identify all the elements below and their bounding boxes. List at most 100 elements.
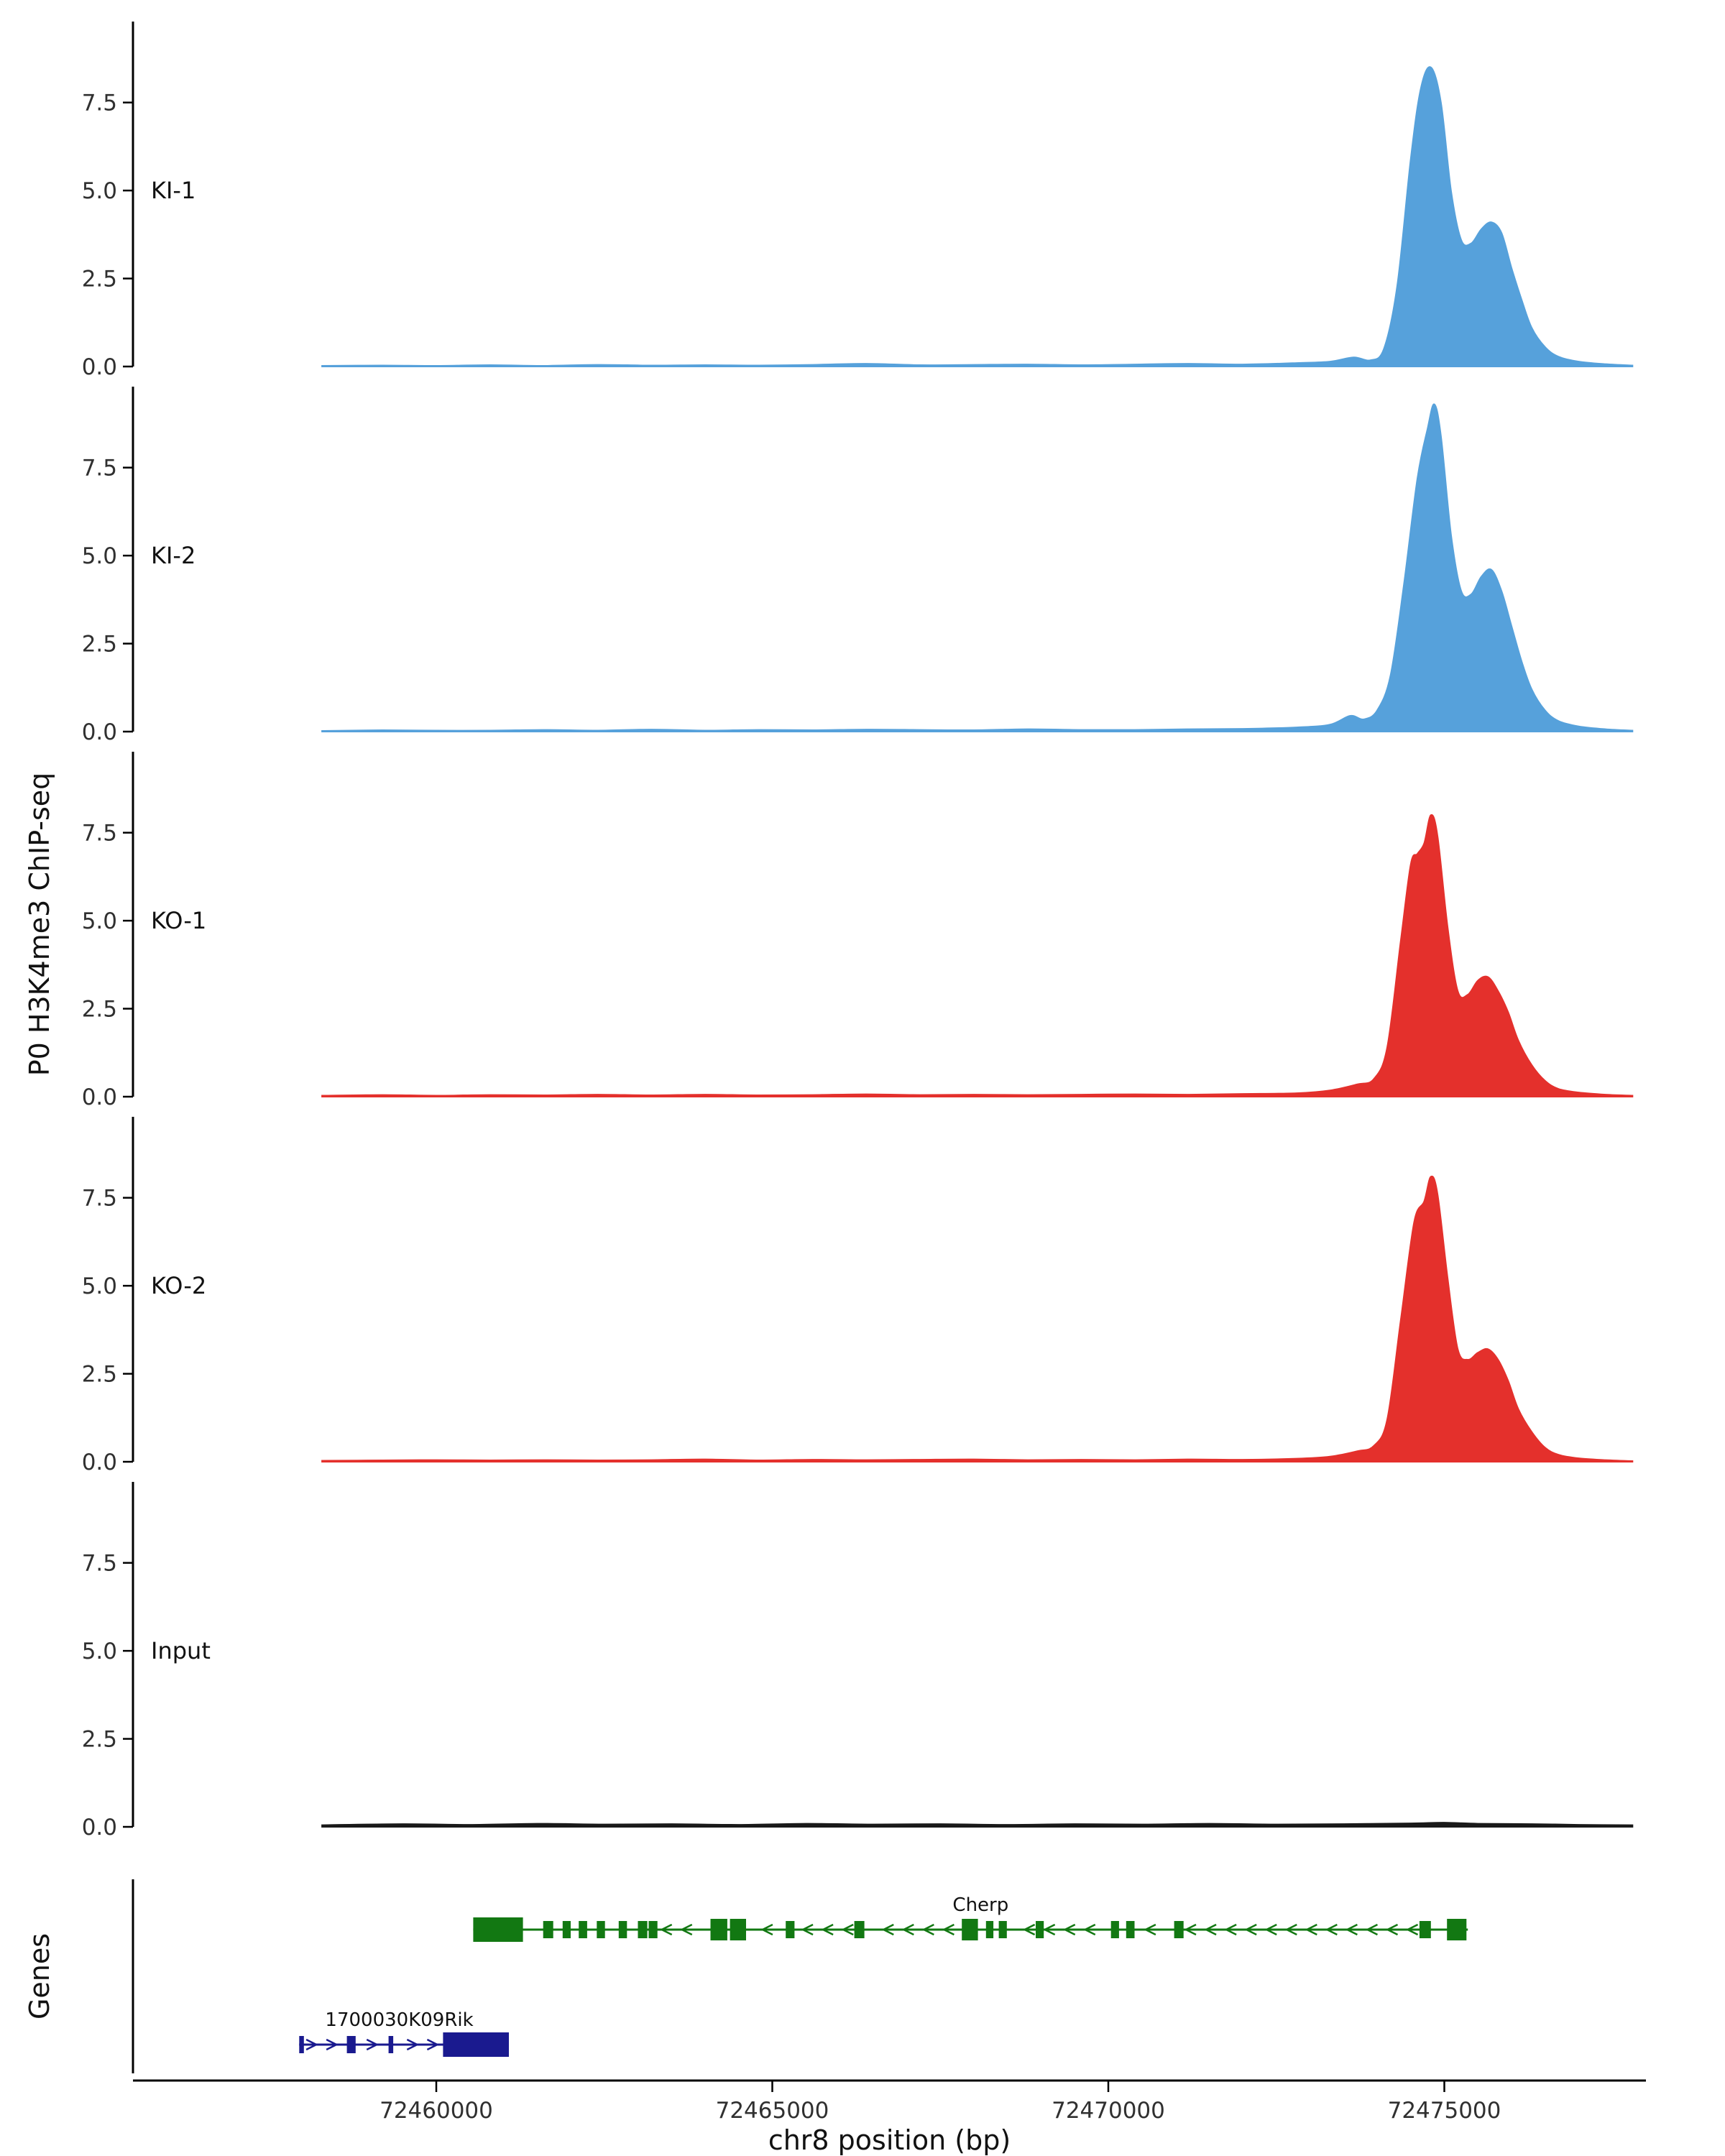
strand-arrow-icon xyxy=(1405,1923,1419,1936)
exon-box xyxy=(1447,1919,1467,1940)
exon-box xyxy=(579,1921,587,1938)
exon-box xyxy=(618,1921,627,1938)
x-tick-label: 72465000 xyxy=(716,2098,829,2124)
y-tick-label: 7.5 xyxy=(82,821,117,847)
track-label-KO-2: KO-2 xyxy=(151,1272,206,1299)
coverage-track-KI-1: 0.0 2.5 5.0 7.5 KI-1 xyxy=(82,22,1634,380)
exon-box xyxy=(299,2036,304,2053)
exon-box xyxy=(786,1921,795,1938)
x-tick-label: 72460000 xyxy=(380,2098,493,2124)
gene-label-Cherp: Cherp xyxy=(952,1894,1008,1916)
strand-arrow-icon xyxy=(942,1923,954,1936)
strand-arrow-icon xyxy=(1022,1923,1036,1936)
exon-box xyxy=(854,1921,865,1938)
exon-box xyxy=(1419,1921,1431,1938)
strand-arrow-icon xyxy=(821,1923,834,1936)
exon-box xyxy=(998,1921,1007,1938)
coverage-track-KI-2: 0.0 2.5 5.0 7.5 KI-2 xyxy=(82,387,1634,745)
exon-box xyxy=(638,1921,648,1938)
exon-box xyxy=(388,2036,394,2053)
y-tick-label: 5.0 xyxy=(82,543,117,569)
y-tick-label: 0.0 xyxy=(82,719,117,745)
strand-arrow-icon xyxy=(1305,1923,1317,1936)
exon-box xyxy=(985,1921,994,1938)
genes-track: Cherp 1700030K09Rik xyxy=(132,1879,1468,2073)
exon-box xyxy=(346,2036,356,2053)
y-axis-title-chipseq: P0 H3K4me3 ChIP-seq xyxy=(24,772,55,1077)
track-label-KI-1: KI-1 xyxy=(151,177,196,204)
gene-label-1700030K09Rik: 1700030K09Rik xyxy=(325,2009,473,2031)
y-tick-label: 2.5 xyxy=(82,1362,117,1388)
x-axis: 72460000 72465000 72470000 72475000 xyxy=(133,2079,1646,2124)
x-tick-label: 72470000 xyxy=(1052,2098,1165,2124)
y-tick-label: 2.5 xyxy=(82,1727,117,1753)
strand-arrow-icon xyxy=(426,2038,440,2051)
strand-arrow-icon xyxy=(406,2038,420,2051)
strand-arrow-icon xyxy=(1144,1923,1156,1936)
strand-arrow-icon xyxy=(760,1923,773,1936)
y-tick-label: 0.0 xyxy=(82,1815,117,1841)
y-tick-label: 5.0 xyxy=(82,1639,117,1664)
exon-box xyxy=(562,1921,571,1938)
y-tick-label: 0.0 xyxy=(82,1450,117,1475)
strand-arrow-icon xyxy=(659,1923,673,1936)
strand-arrow-icon xyxy=(901,1923,914,1936)
coverage-track-Input: 0.0 2.5 5.0 7.5 Input xyxy=(82,1482,1634,1841)
strand-arrow-icon xyxy=(1264,1923,1277,1936)
y-axis-title-genes: Genes xyxy=(24,1932,55,2020)
coverage-area-KI-2 xyxy=(321,403,1634,732)
exon-box xyxy=(1174,1921,1184,1938)
exon-box xyxy=(597,1921,605,1938)
track-label-KO-1: KO-1 xyxy=(151,907,206,934)
y-tick-label: 2.5 xyxy=(82,267,117,292)
strand-arrow-icon xyxy=(366,2038,380,2051)
strand-arrow-icon xyxy=(326,2038,339,2051)
y-tick-label: 0.0 xyxy=(82,1084,117,1110)
exon-box xyxy=(543,1921,553,1938)
exon-box xyxy=(648,1921,658,1938)
coverage-area-KI-1 xyxy=(321,66,1634,367)
y-tick-label: 7.5 xyxy=(82,1186,117,1212)
strand-arrow-icon xyxy=(841,1923,854,1936)
strand-arrow-icon xyxy=(1204,1923,1217,1936)
exon-box xyxy=(1110,1921,1119,1938)
strand-arrow-icon xyxy=(1365,1923,1379,1936)
track-label-KI-2: KI-2 xyxy=(151,542,196,569)
strand-arrow-icon xyxy=(801,1923,814,1936)
exon-box xyxy=(1036,1921,1044,1938)
exon-box xyxy=(962,1919,978,1940)
strand-arrow-icon xyxy=(881,1923,894,1936)
exon-box xyxy=(1126,1921,1135,1938)
gene-model-Cherp: Cherp xyxy=(473,1894,1468,1942)
exon-box xyxy=(710,1919,727,1940)
y-tick-label: 7.5 xyxy=(82,91,117,116)
coverage-area-Input xyxy=(321,1822,1634,1828)
strand-arrow-icon xyxy=(1284,1923,1297,1936)
strand-arrow-icon xyxy=(1042,1923,1056,1936)
strand-arrow-icon xyxy=(921,1923,934,1936)
coverage-track-KO-1: 0.0 2.5 5.0 7.5 KO-1 xyxy=(82,752,1634,1110)
strand-arrow-icon xyxy=(1325,1923,1338,1936)
strand-arrow-icon xyxy=(1345,1923,1358,1936)
strand-arrow-icon xyxy=(1184,1923,1197,1936)
y-tick-label: 5.0 xyxy=(82,908,117,934)
y-tick-label: 5.0 xyxy=(82,178,117,204)
track-label-Input: Input xyxy=(151,1637,211,1664)
y-tick-label: 5.0 xyxy=(82,1273,117,1299)
coverage-area-KO-1 xyxy=(321,814,1634,1097)
strand-arrow-icon xyxy=(1244,1923,1257,1936)
y-tick-label: 7.5 xyxy=(82,1551,117,1577)
x-tick-label: 72475000 xyxy=(1388,2098,1501,2124)
strand-arrow-icon xyxy=(1385,1923,1399,1936)
x-axis-title: chr8 position (bp) xyxy=(768,2124,1011,2156)
gene-model-1700030K09Rik: 1700030K09Rik xyxy=(299,2009,509,2057)
strand-arrow-icon xyxy=(1062,1923,1076,1936)
exon-box xyxy=(443,2032,509,2057)
y-tick-label: 2.5 xyxy=(82,632,117,658)
y-tick-label: 2.5 xyxy=(82,997,117,1023)
strand-arrow-icon xyxy=(679,1923,693,1936)
strand-arrow-icon xyxy=(1224,1923,1237,1936)
strand-arrow-icon xyxy=(305,2038,318,2051)
